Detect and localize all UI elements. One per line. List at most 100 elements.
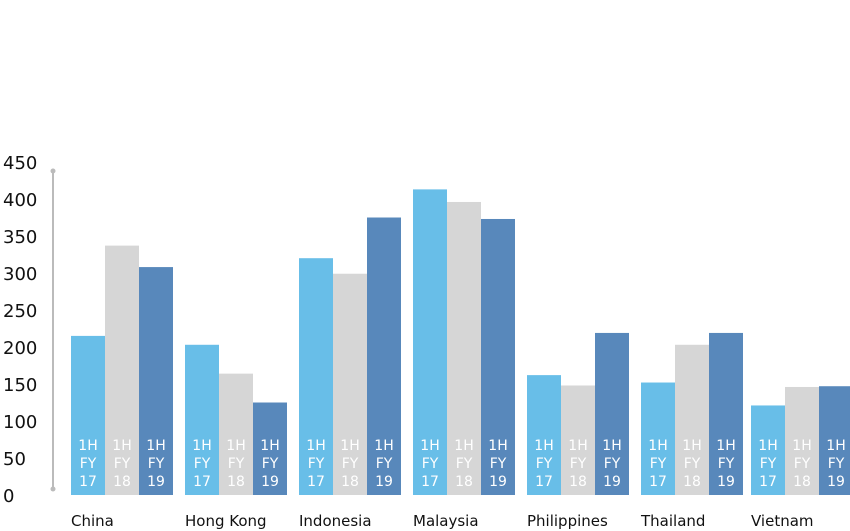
y-tick-label: 0 xyxy=(3,486,14,507)
y-axis-bottom-dot xyxy=(50,486,56,492)
bar-series-label: FY xyxy=(262,456,279,472)
bar-series-label: 1H xyxy=(826,438,845,454)
y-tick-label: 350 xyxy=(3,227,37,248)
category-label: Thailand xyxy=(640,512,705,530)
bar xyxy=(185,344,219,495)
y-tick-label: 450 xyxy=(3,153,37,174)
bar-series-label: 1H xyxy=(682,438,701,454)
bar xyxy=(641,382,675,495)
bar-series-label: FY xyxy=(422,456,439,472)
bar-series-label: FY xyxy=(718,456,735,472)
bar xyxy=(819,386,850,495)
bar-series-label: 18 xyxy=(793,474,811,490)
category-label: Hong Kong xyxy=(185,512,267,530)
bar-series-label: FY xyxy=(794,456,811,472)
bar-series-label: 1H xyxy=(602,438,621,454)
bar-series-label: FY xyxy=(80,456,97,472)
y-tick-label: 200 xyxy=(3,338,37,359)
bar-series-label: 1H xyxy=(568,438,587,454)
bar-series-label: 17 xyxy=(649,474,667,490)
bar xyxy=(253,402,287,495)
y-tick-label: 250 xyxy=(3,301,37,322)
bar-series-label: 18 xyxy=(455,474,473,490)
bar-series-label: 17 xyxy=(193,474,211,490)
bar-series-label: 1H xyxy=(340,438,359,454)
bar-series-label: 1H xyxy=(420,438,439,454)
bar-series-label: 19 xyxy=(261,474,279,490)
bar-series-label: 1H xyxy=(454,438,473,454)
bar-series-label: FY xyxy=(828,456,845,472)
bar-series-label: 17 xyxy=(79,474,97,490)
bar-series-label: FY xyxy=(376,456,393,472)
bar-series-label: 18 xyxy=(341,474,359,490)
bar-series-label: FY xyxy=(148,456,165,472)
bar-series-label: FY xyxy=(456,456,473,472)
bar-series-label: 19 xyxy=(489,474,507,490)
bar-series-label: FY xyxy=(228,456,245,472)
bar xyxy=(561,385,595,495)
y-tick-label: 100 xyxy=(3,412,37,433)
y-axis-top-dot xyxy=(50,168,56,174)
bar xyxy=(71,335,105,495)
bar-series-label: 1H xyxy=(146,438,165,454)
bar-series-label: 1H xyxy=(78,438,97,454)
bar xyxy=(785,386,819,495)
bar-series-label: 18 xyxy=(569,474,587,490)
bar-series-label: 17 xyxy=(307,474,325,490)
bar-series-label: 1H xyxy=(758,438,777,454)
bar xyxy=(367,217,401,495)
bar-series-label: 1H xyxy=(306,438,325,454)
bar-series-label: 1H xyxy=(374,438,393,454)
bar xyxy=(595,332,629,495)
category-label: Vietnam xyxy=(751,512,814,530)
bar-series-label: 19 xyxy=(717,474,735,490)
bar-series-label: 18 xyxy=(683,474,701,490)
bar-series-label: FY xyxy=(194,456,211,472)
bar-series-label: FY xyxy=(536,456,553,472)
bar xyxy=(481,218,515,496)
bar xyxy=(333,273,367,495)
y-tick-label: 50 xyxy=(3,449,26,470)
bar-series-label: 1H xyxy=(534,438,553,454)
bar-series-label: 17 xyxy=(535,474,553,490)
bar-series-label: 18 xyxy=(113,474,131,490)
category-label: Indonesia xyxy=(299,512,372,530)
bar-series-label: 1H xyxy=(226,438,245,454)
bar xyxy=(105,245,139,495)
bar-series-label: FY xyxy=(490,456,507,472)
bar xyxy=(413,189,447,495)
bar-series-label: 1H xyxy=(260,438,279,454)
bar-series-label: FY xyxy=(650,456,667,472)
bar-series-label: 18 xyxy=(227,474,245,490)
bar-series-label: 1H xyxy=(648,438,667,454)
y-tick-label: 400 xyxy=(3,190,37,211)
bar-series-label: FY xyxy=(308,456,325,472)
bar-series-label: 17 xyxy=(421,474,439,490)
bar-series-label: 19 xyxy=(603,474,621,490)
bar xyxy=(299,258,333,495)
bar xyxy=(447,201,481,495)
category-label: China xyxy=(71,512,114,530)
bar-series-label: FY xyxy=(114,456,131,472)
bar-series-label: FY xyxy=(760,456,777,472)
bar-series-label: 1H xyxy=(112,438,131,454)
bar-series-label: 17 xyxy=(759,474,777,490)
bar-series-label: 1H xyxy=(488,438,507,454)
bar-series-label: FY xyxy=(604,456,621,472)
bar-series-label: 19 xyxy=(827,474,845,490)
category-labels: China Hong Kong Indonesia Malaysia Philippin… xyxy=(71,512,814,530)
bar xyxy=(527,375,561,495)
bar-series-label: FY xyxy=(570,456,587,472)
bar xyxy=(675,344,709,495)
bar-series-label: 19 xyxy=(147,474,165,490)
bar xyxy=(751,405,785,495)
bar xyxy=(139,267,173,495)
bars: 1H FY 17 1H FY 18 1H FY 19 1H FY 17 1H FY 18 1H FY 19 1H FY… xyxy=(71,189,850,496)
category-label: Philippines xyxy=(527,512,608,530)
bar-series-label: 1H xyxy=(792,438,811,454)
y-tick-label: 300 xyxy=(3,264,37,285)
bar-series-label: FY xyxy=(684,456,701,472)
bar-series-label: 1H xyxy=(192,438,211,454)
bar-series-label: FY xyxy=(342,456,359,472)
